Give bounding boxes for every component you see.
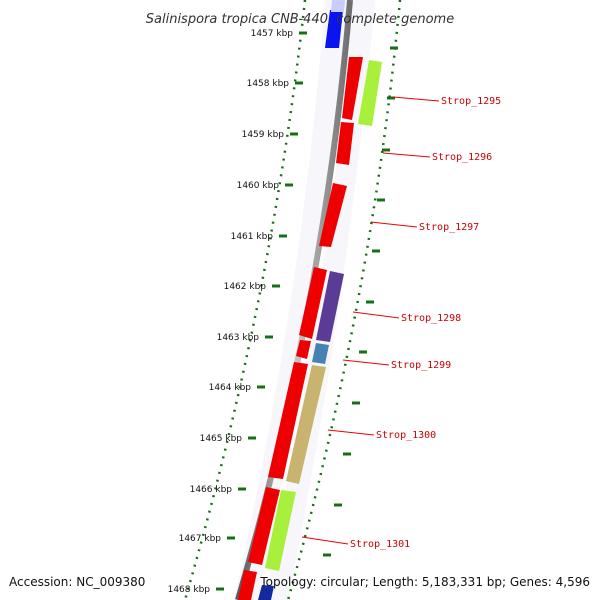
gene-label[interactable]: Strop_1297: [419, 222, 479, 233]
cds-minus-strand: [258, 60, 382, 600]
kbp-tick-label: 1463 kbp: [217, 333, 260, 343]
gene-leader-line: [327, 429, 375, 436]
kbp-ticks: 1457 kbp 1458 kbp 1459 kbp 1460 kbp 1461 kbp…: [168, 29, 398, 595]
kbp-tick-label: 1468 kbp: [168, 585, 211, 595]
kbp-tick-label: 1462 kbp: [224, 282, 267, 292]
cds-block: [296, 340, 311, 359]
gene-leader-line: [301, 536, 349, 545]
accession-text: Accession: NC_009380: [9, 575, 145, 589]
kbp-tick-label: 1467 kbp: [179, 534, 222, 544]
gene-label[interactable]: Strop_1296: [432, 152, 492, 163]
gene-leader-line: [382, 152, 431, 158]
kbp-tick-label: 1457 kbp: [251, 29, 294, 39]
gene-leader-line: [352, 311, 400, 319]
top-feature-blue: [325, 10, 343, 48]
cds-block: [342, 57, 363, 120]
cog-khaki-feature: [286, 365, 326, 484]
top-feature-blue-light: [331, 0, 345, 12]
kbp-tick-label: 1458 kbp: [247, 79, 290, 89]
bottom-feature-navy: [258, 585, 274, 600]
gene-label[interactable]: Strop_1298: [401, 313, 461, 324]
gene-leader-line: [370, 221, 418, 228]
cog-green-feature: [265, 490, 296, 571]
kbp-tick-label: 1461 kbp: [231, 232, 274, 242]
cog-blue-feature: [312, 343, 329, 364]
kbp-tick-label: 1464 kbp: [209, 383, 252, 393]
map-title: Salinispora tropica CNB-440, complete ge…: [146, 12, 454, 27]
topology-text: Topology: circular; Length: 5,183,331 bp…: [259, 575, 590, 589]
kbp-tick-label: 1466 kbp: [190, 485, 233, 495]
cds-block: [248, 487, 280, 565]
kbp-tick-label: 1460 kbp: [237, 181, 280, 191]
cds-track-plus: [234, 0, 347, 600]
cds-block: [319, 183, 347, 247]
gene-label[interactable]: Strop_1295: [441, 96, 501, 107]
cds-block: [299, 267, 327, 339]
gene-labels: Strop_1295 Strop_1296 Strop_1297 Strop_1298…: [301, 96, 501, 550]
cog-purple-feature: [316, 271, 344, 342]
gene-label[interactable]: Strop_1300: [376, 430, 436, 441]
kbp-tick-label: 1459 kbp: [242, 130, 285, 140]
cds-block: [238, 570, 257, 600]
cds-block: [336, 122, 354, 165]
gene-leader-line: [392, 96, 440, 102]
kbp-tick-label: 1465 kbp: [200, 434, 243, 444]
gene-leader-line: [342, 359, 390, 366]
gene-label[interactable]: Strop_1299: [391, 360, 451, 371]
gene-label[interactable]: Strop_1301: [350, 539, 410, 550]
cds-block: [268, 362, 308, 479]
cog-green-feature: [358, 60, 382, 126]
cds-plus-strand: [238, 57, 363, 600]
